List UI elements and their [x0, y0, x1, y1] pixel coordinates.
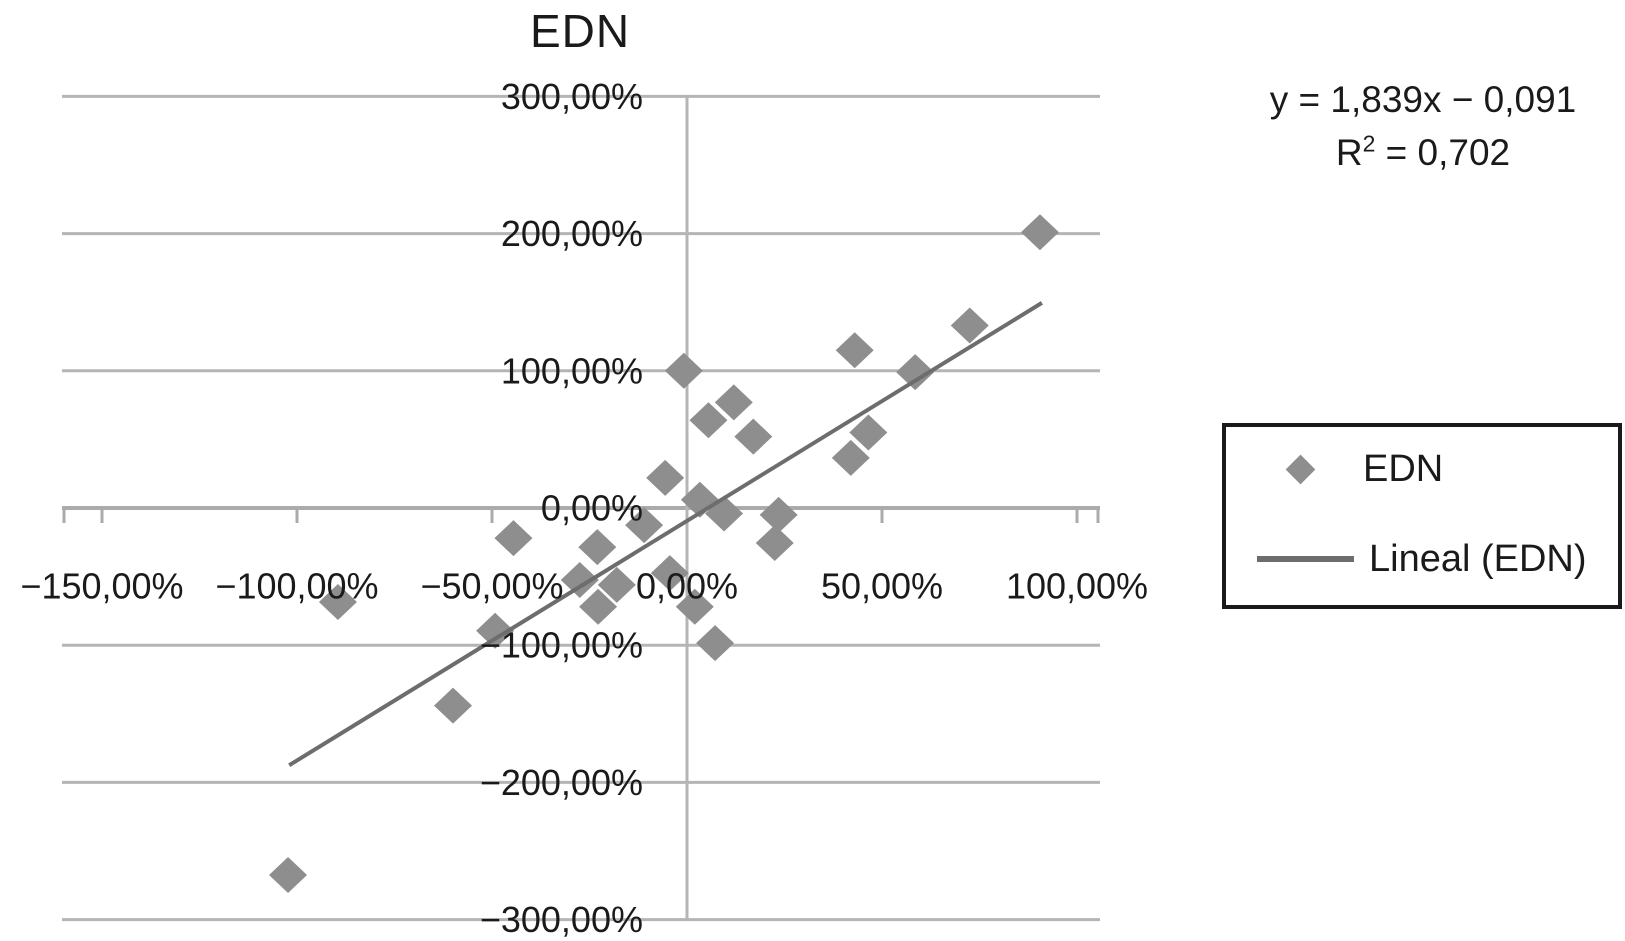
data-point-diamond — [625, 507, 664, 544]
data-point-diamond — [849, 414, 888, 451]
data-point-diamond — [755, 524, 794, 561]
r-squared-line: R2 = 0,702 — [1223, 127, 1623, 180]
data-point-diamond — [696, 625, 735, 662]
r-squared-base: R — [1335, 131, 1363, 173]
data-point-diamond — [831, 439, 870, 476]
data-point-diamond — [759, 496, 798, 533]
y-tick-label: 300,00% — [501, 76, 643, 117]
data-point-diamond — [650, 555, 689, 592]
chart-title: EDN — [529, 5, 631, 57]
data-point-diamond — [578, 529, 617, 566]
legend-entry-lineal: Lineal (EDN) — [1226, 529, 1618, 589]
data-point-diamond — [560, 562, 599, 599]
legend-entry-edn: EDN — [1226, 439, 1618, 499]
y-tick-label: −300,00% — [480, 899, 643, 940]
data-point-diamond — [476, 612, 515, 649]
x-tick-label: 100,00% — [1006, 566, 1148, 607]
data-point-diamond — [896, 354, 935, 391]
legend: EDN Lineal (EDN) — [1222, 423, 1622, 609]
y-tick-label: 200,00% — [501, 213, 643, 254]
data-point-diamond — [835, 332, 874, 369]
data-point-diamond — [950, 307, 989, 344]
trendline — [288, 301, 1043, 767]
y-tick-label: 100,00% — [501, 350, 643, 391]
data-point-diamond — [494, 520, 533, 557]
data-point-diamond — [1020, 214, 1059, 251]
data-point-diamond — [664, 352, 703, 389]
y-tick-label: 0,00% — [541, 488, 643, 529]
data-point-diamond — [269, 857, 308, 894]
data-point-diamond — [714, 384, 753, 421]
legend-line-marker-icon — [1257, 556, 1354, 562]
x-tick-label: −150,00% — [20, 566, 183, 607]
legend-diamond-marker-icon — [1285, 454, 1316, 484]
x-tick-label: −100,00% — [215, 566, 378, 607]
y-tick-label: −100,00% — [480, 625, 643, 666]
data-point-diamond — [675, 588, 714, 625]
trendline-equation-block: y = 1,839x − 0,091 R2 = 0,702 — [1223, 74, 1623, 179]
data-point-diamond — [734, 418, 773, 455]
data-point-diamond — [579, 588, 618, 625]
r-squared-value: = 0,702 — [1375, 131, 1511, 173]
x-tick-label: 50,00% — [821, 566, 943, 607]
legend-label-lineal: Lineal (EDN) — [1369, 537, 1587, 580]
legend-label-edn: EDN — [1363, 447, 1444, 490]
data-point-diamond — [646, 459, 685, 496]
y-tick-label: −200,00% — [480, 762, 643, 803]
r-squared-sup: 2 — [1362, 130, 1376, 157]
data-point-diamond — [689, 402, 728, 439]
x-tick-label: −50,00% — [420, 566, 563, 607]
data-point-diamond — [318, 583, 357, 620]
data-point-diamond — [434, 687, 472, 724]
data-point-diamond — [597, 566, 636, 603]
x-tick-label: 0,00% — [636, 566, 738, 607]
trendline-equation: y = 1,839x − 0,091 — [1269, 79, 1577, 120]
